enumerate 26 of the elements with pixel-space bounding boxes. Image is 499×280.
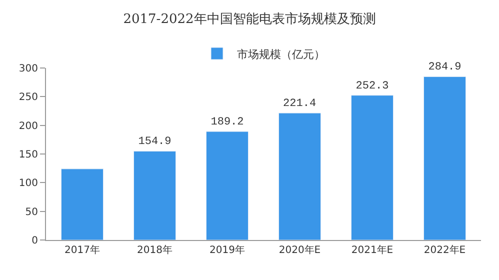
bar: [60, 168, 104, 240]
x-tick-label: 2021年E: [351, 244, 394, 256]
y-tick-label: 100: [18, 178, 38, 190]
data-label: 221.4: [283, 98, 316, 110]
chart-title: 2017-2022年中国智能电表市场规模及预测: [123, 12, 376, 28]
bar: [133, 150, 176, 240]
data-label: 189.2: [210, 116, 244, 129]
y-tick-label: 0: [32, 236, 38, 246]
data-label: 154.9: [138, 136, 172, 148]
y-tick-label: 50: [25, 206, 38, 218]
y-tick-label: 250: [18, 92, 38, 104]
x-tick-label: 2022年E: [424, 244, 466, 256]
x-tick-label: 2019年: [210, 244, 245, 256]
bar: [350, 95, 394, 240]
data-label: 284.9: [428, 62, 462, 74]
y-tick-label: 200: [18, 120, 38, 132]
data-label: 252.3: [356, 80, 389, 92]
bar: [423, 76, 466, 240]
legend-label: 市场规模（亿元）: [237, 48, 325, 61]
y-tick-label: 150: [18, 150, 38, 160]
x-tick-label: 2017年: [64, 244, 100, 256]
bar: [206, 131, 249, 240]
bar: [278, 112, 322, 240]
y-tick-label: 300: [18, 64, 38, 74]
x-tick-label: 2020年E: [278, 244, 321, 256]
x-tick-label: 2018年: [137, 244, 172, 256]
